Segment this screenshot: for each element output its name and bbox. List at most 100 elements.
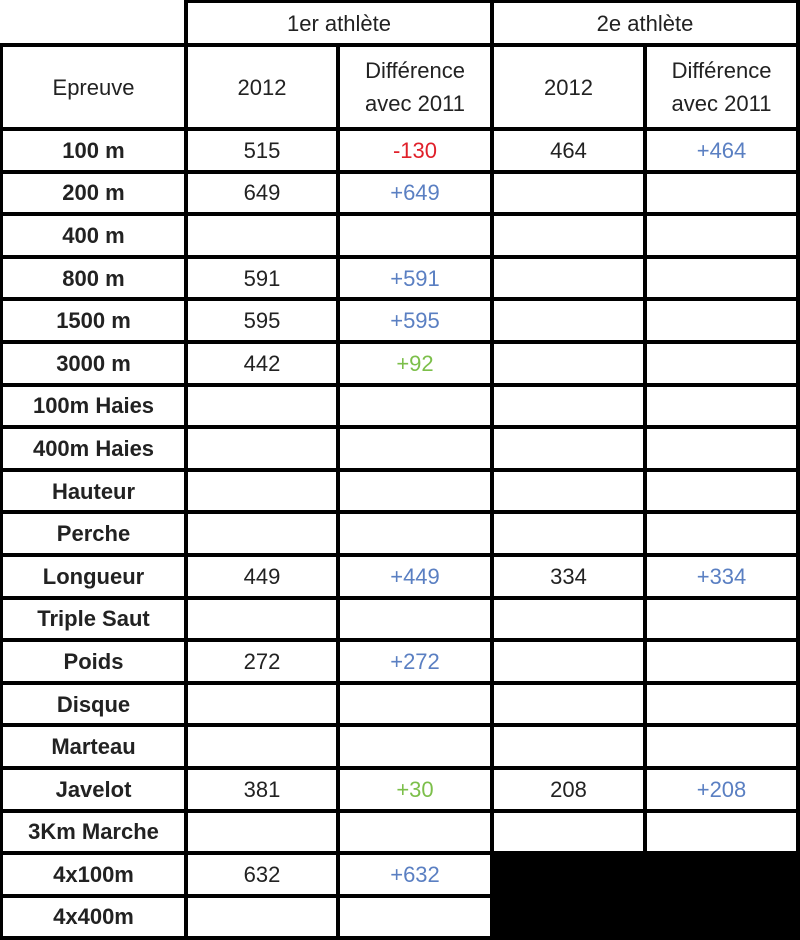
athlete2-diff: +334: [647, 556, 796, 596]
athlete1-score: [188, 727, 336, 766]
athlete1-diff: +92: [340, 343, 490, 383]
athlete1-score: [188, 386, 336, 426]
athlete2-score: [494, 471, 643, 511]
event-name: 4x400m: [3, 897, 184, 937]
event-name: 1500 m: [3, 301, 184, 340]
athlete1-diff: [340, 599, 490, 639]
athlete1-diff: [340, 897, 490, 937]
event-name: Perche: [3, 514, 184, 553]
athlete2-diff: [647, 514, 796, 553]
athlete1-score: [188, 429, 336, 468]
event-name: Marteau: [3, 727, 184, 766]
athlete2-score: [494, 812, 643, 852]
athlete1-diff: [340, 514, 490, 553]
athlete2-score: [494, 855, 643, 894]
athlete2-score: [494, 429, 643, 468]
header-year-2: 2012: [494, 47, 643, 127]
athlete1-score: 591: [188, 258, 336, 298]
athlete1-score: [188, 514, 336, 553]
event-name: Javelot: [3, 769, 184, 809]
athlete1-diff: +30: [340, 769, 490, 809]
event-name: Disque: [3, 684, 184, 724]
athlete1-score: [188, 897, 336, 937]
header-athlete-1: 1er athlète: [188, 3, 490, 43]
athlete2-score: [494, 599, 643, 639]
athlete1-diff: +272: [340, 642, 490, 681]
athlete1-score: 381: [188, 769, 336, 809]
athlete1-diff: [340, 684, 490, 724]
athlete2-diff: [647, 599, 796, 639]
athlete1-score: [188, 599, 336, 639]
athlete1-score: [188, 684, 336, 724]
athlete2-diff: [647, 727, 796, 766]
athlete2-score: [494, 216, 643, 255]
header-diff-2: Différence avec 2011: [647, 47, 796, 127]
event-name: 3000 m: [3, 343, 184, 383]
athlete1-diff: [340, 216, 490, 255]
athlete2-score: [494, 343, 643, 383]
athlete1-score: 649: [188, 173, 336, 213]
athlete1-score: [188, 812, 336, 852]
athlete2-score: [494, 173, 643, 213]
athlete2-diff: [647, 684, 796, 724]
athlete2-diff: [647, 258, 796, 298]
athlete1-diff: [340, 386, 490, 426]
athlete1-score: 442: [188, 343, 336, 383]
event-name: 4x100m: [3, 855, 184, 894]
header-athlete-2: 2e athlète: [494, 3, 796, 43]
athlete1-diff: +591: [340, 258, 490, 298]
event-name: Longueur: [3, 556, 184, 596]
athlete2-score: 334: [494, 556, 643, 596]
athlete1-score: 515: [188, 131, 336, 170]
athlete2-score: [494, 514, 643, 553]
athlete2-diff: [647, 897, 796, 937]
athlete2-score: [494, 258, 643, 298]
athlete2-score: [494, 386, 643, 426]
athlete1-diff: [340, 727, 490, 766]
athlete2-diff: [647, 301, 796, 340]
event-name: Triple Saut: [3, 599, 184, 639]
athlete2-score: [494, 642, 643, 681]
event-name: 100 m: [3, 131, 184, 170]
athlete1-diff: [340, 471, 490, 511]
athlete1-score: 595: [188, 301, 336, 340]
athlete2-diff: +208: [647, 769, 796, 809]
event-name: 800 m: [3, 258, 184, 298]
athlete2-diff: [647, 429, 796, 468]
athlete2-diff: [647, 812, 796, 852]
athlete2-diff: [647, 216, 796, 255]
athlete1-score: [188, 471, 336, 511]
event-name: Hauteur: [3, 471, 184, 511]
athlete1-score: 272: [188, 642, 336, 681]
athlete1-diff: -130: [340, 131, 490, 170]
header-diff-1: Différence avec 2011: [340, 47, 490, 127]
athlete2-diff: [647, 173, 796, 213]
blank-corner: [0, 0, 184, 43]
athlete1-diff: +649: [340, 173, 490, 213]
event-name: Poids: [3, 642, 184, 681]
athlete2-diff: [647, 855, 796, 894]
event-name: 100m Haies: [3, 386, 184, 426]
athlete1-diff: +632: [340, 855, 490, 894]
athlete2-diff: [647, 642, 796, 681]
athlete2-score: [494, 684, 643, 724]
athlete2-score: [494, 727, 643, 766]
athlete2-score: [494, 897, 643, 937]
athlete2-diff: [647, 386, 796, 426]
event-name: 3Km Marche: [3, 812, 184, 852]
event-name: 200 m: [3, 173, 184, 213]
athlete1-score: 632: [188, 855, 336, 894]
athlete2-score: 208: [494, 769, 643, 809]
header-event: Epreuve: [3, 47, 184, 127]
event-name: 400 m: [3, 216, 184, 255]
event-name: 400m Haies: [3, 429, 184, 468]
header-year-1: 2012: [188, 47, 336, 127]
athlete2-score: 464: [494, 131, 643, 170]
athlete2-diff: [647, 471, 796, 511]
athlete1-diff: [340, 429, 490, 468]
athlete2-diff: [647, 343, 796, 383]
athlete2-diff: +464: [647, 131, 796, 170]
athlete1-score: 449: [188, 556, 336, 596]
